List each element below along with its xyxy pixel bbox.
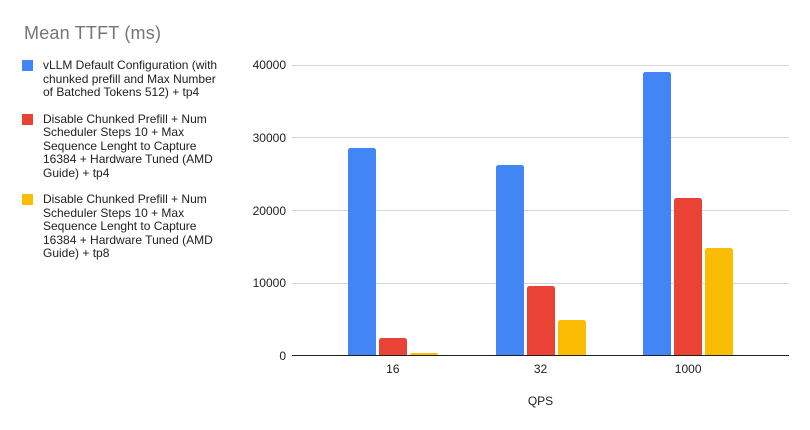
bar-series3-qps32[interactable] [557,320,586,355]
legend-swatch-icon [22,113,33,125]
bar-group-32 [495,165,586,355]
chart-title: Mean TTFT (ms) [24,23,162,43]
legend-label: vLLM Default Configuration (with chunked… [43,58,218,99]
plot-area [292,64,789,356]
x-axis-line [292,354,789,356]
legend-swatch-icon [22,60,33,71]
gridline [292,282,789,284]
y-tick-label: 0 [279,349,286,363]
x-axis-title: QPS [527,394,554,408]
y-axis: 0 10000 20000 30000 40000 [0,58,286,363]
bar-series3-qps16[interactable] [409,353,438,355]
bar-series2-qps1000[interactable] [674,198,703,355]
gridline [292,137,789,139]
legend-item-2[interactable]: Disable Chunked Prefill + Num Scheduler … [22,111,227,181]
legend-label: Disable Chunked Prefill + Num Scheduler … [43,111,213,180]
gridline [292,64,789,66]
legend-item-1[interactable]: vLLM Default Configuration (with chunked… [22,58,227,100]
x-tick-label-16: 16 [386,362,400,376]
y-tick-label: 10000 [252,276,286,291]
bar-series1-qps1000[interactable] [643,72,672,355]
gridline [292,210,789,211]
y-tick-label: 40000 [252,58,286,72]
legend-item-3[interactable]: Disable Chunked Prefill + Num Scheduler … [22,192,227,261]
bar-series1-qps32[interactable] [495,165,524,355]
x-tick-label-32: 32 [533,362,548,376]
bar-group-1000 [643,72,734,355]
legend: vLLM Default Configuration (with chunked… [22,58,227,274]
x-tick-label-1000: 1000 [674,362,702,376]
legend-label: Disable Chunked Prefill + Num Scheduler … [43,192,213,260]
bar-series2-qps32[interactable] [526,286,555,355]
bar-series2-qps16[interactable] [378,337,407,355]
bar-group-16 [347,147,438,355]
legend-swatch-icon [22,194,33,205]
y-tick-label: 30000 [252,130,286,145]
bar-series3-qps1000[interactable] [705,248,734,355]
y-tick-label: 20000 [252,203,286,218]
x-axis-labels: 16 32 1000 [292,362,789,378]
bar-series1-qps16[interactable] [347,147,376,355]
